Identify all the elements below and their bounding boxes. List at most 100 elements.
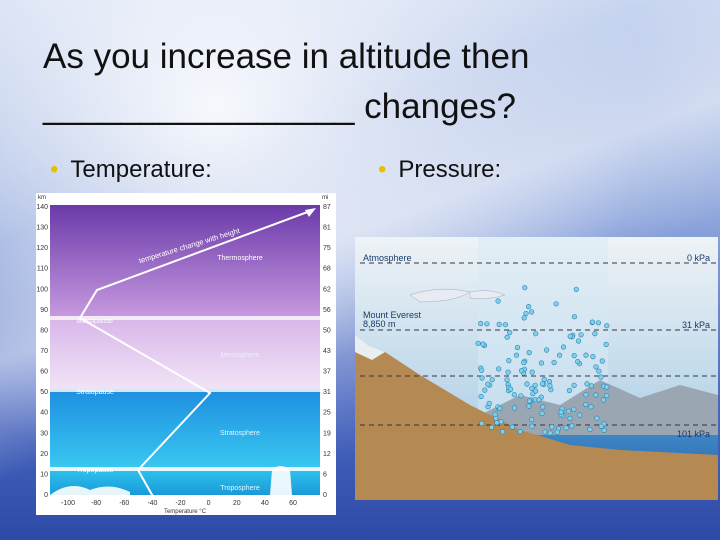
molecule: [542, 429, 548, 435]
molecule: [497, 405, 503, 412]
km-tick: 30: [40, 430, 48, 437]
molecule: [554, 429, 560, 435]
molecule: [504, 334, 510, 340]
molecule: [538, 360, 545, 366]
clouds: [50, 466, 292, 495]
temperature-diagram: km mi140130120110100908070605040302010087…: [36, 193, 336, 515]
tropopause-line: [50, 467, 320, 471]
molecule: [526, 403, 532, 409]
molecule: [593, 392, 599, 398]
molecule: [599, 358, 605, 364]
molecule: [529, 423, 535, 429]
km-tick: 40: [40, 410, 48, 417]
stratosphere-band: [50, 390, 320, 469]
molecule: [547, 430, 553, 436]
molecule: [589, 319, 596, 325]
molecule: [521, 359, 527, 366]
molecule: [511, 405, 518, 411]
molecule: [495, 298, 501, 304]
temp-tick: 20: [233, 500, 241, 507]
molecule: [543, 347, 550, 353]
molecule: [567, 415, 573, 422]
molecule: [573, 286, 579, 292]
molecule: [532, 382, 538, 388]
molecule: [590, 354, 596, 360]
mi-tick: 25: [323, 410, 331, 417]
km-tick: 100: [36, 286, 48, 293]
molecule: [575, 359, 581, 365]
bullet: Pressure:: [378, 156, 501, 184]
molecule: [571, 406, 577, 412]
molecule: [593, 364, 599, 370]
molecule: [540, 404, 546, 410]
molecule: [563, 425, 569, 431]
molecule: [489, 377, 495, 383]
molecule: [525, 304, 532, 310]
molecule: [496, 366, 502, 372]
molecule: [509, 424, 516, 430]
mi-tick: 19: [323, 430, 331, 437]
km-tick: 70: [40, 348, 48, 355]
molecule: [506, 358, 512, 364]
mi-tick: 56: [323, 307, 331, 314]
pressure-label: 8,850 m: [363, 319, 396, 329]
molecule: [577, 412, 583, 418]
pressure-label: Mount Everest: [363, 310, 422, 320]
molecule: [480, 341, 486, 347]
mountain-slope: [355, 335, 718, 500]
km-unit: km: [38, 195, 46, 201]
layer-label: Troposphere: [220, 485, 260, 492]
molecule: [584, 381, 590, 387]
mi-tick: 37: [323, 369, 331, 376]
molecule: [493, 415, 499, 422]
molecule: [604, 384, 610, 390]
molecule: [578, 332, 584, 338]
molecule: [478, 320, 484, 327]
km-tick: 120: [36, 245, 48, 252]
molecule: [505, 369, 511, 375]
arrow-head: [305, 208, 316, 217]
stratopause-line: [50, 389, 320, 392]
molecule: [571, 353, 577, 359]
molecule: [553, 301, 559, 307]
km-tick: 80: [40, 327, 48, 334]
mi-tick: 62: [323, 286, 331, 293]
molecule: [569, 423, 575, 429]
molecule: [596, 368, 602, 374]
slide-title: As you increase in altitude then _______…: [43, 37, 530, 126]
molecule: [526, 350, 532, 356]
molecule: [511, 392, 517, 398]
km-tick: 60: [40, 369, 48, 376]
temp-axis-label: Temperature °C: [164, 509, 207, 515]
molecule: [528, 416, 535, 423]
molecule: [500, 429, 506, 435]
molecule: [496, 321, 502, 328]
molecule: [486, 400, 492, 407]
temp-tick: -100: [61, 500, 75, 507]
mi-tick: 68: [323, 266, 331, 273]
layer-label: Mesosphere: [221, 352, 260, 359]
molecule: [571, 382, 577, 389]
molecule: [566, 408, 572, 414]
molecule: [479, 375, 485, 381]
mesopause-line: [50, 316, 320, 320]
mi-unit: mi: [322, 195, 328, 201]
molecule: [592, 331, 598, 337]
molecule: [479, 420, 485, 427]
molecule: [539, 410, 545, 417]
molecule: [484, 321, 490, 327]
molecule: [533, 331, 539, 337]
molecule: [604, 323, 610, 329]
molecule: [575, 338, 582, 344]
molecule: [547, 383, 553, 389]
mi-tick: 31: [323, 389, 331, 396]
molecule: [536, 397, 542, 403]
molecule: [583, 352, 589, 358]
molecule: [588, 404, 594, 410]
molecule: [529, 369, 535, 375]
molecule: [502, 322, 509, 328]
molecule: [517, 429, 523, 435]
temp-tick: 40: [261, 500, 269, 507]
